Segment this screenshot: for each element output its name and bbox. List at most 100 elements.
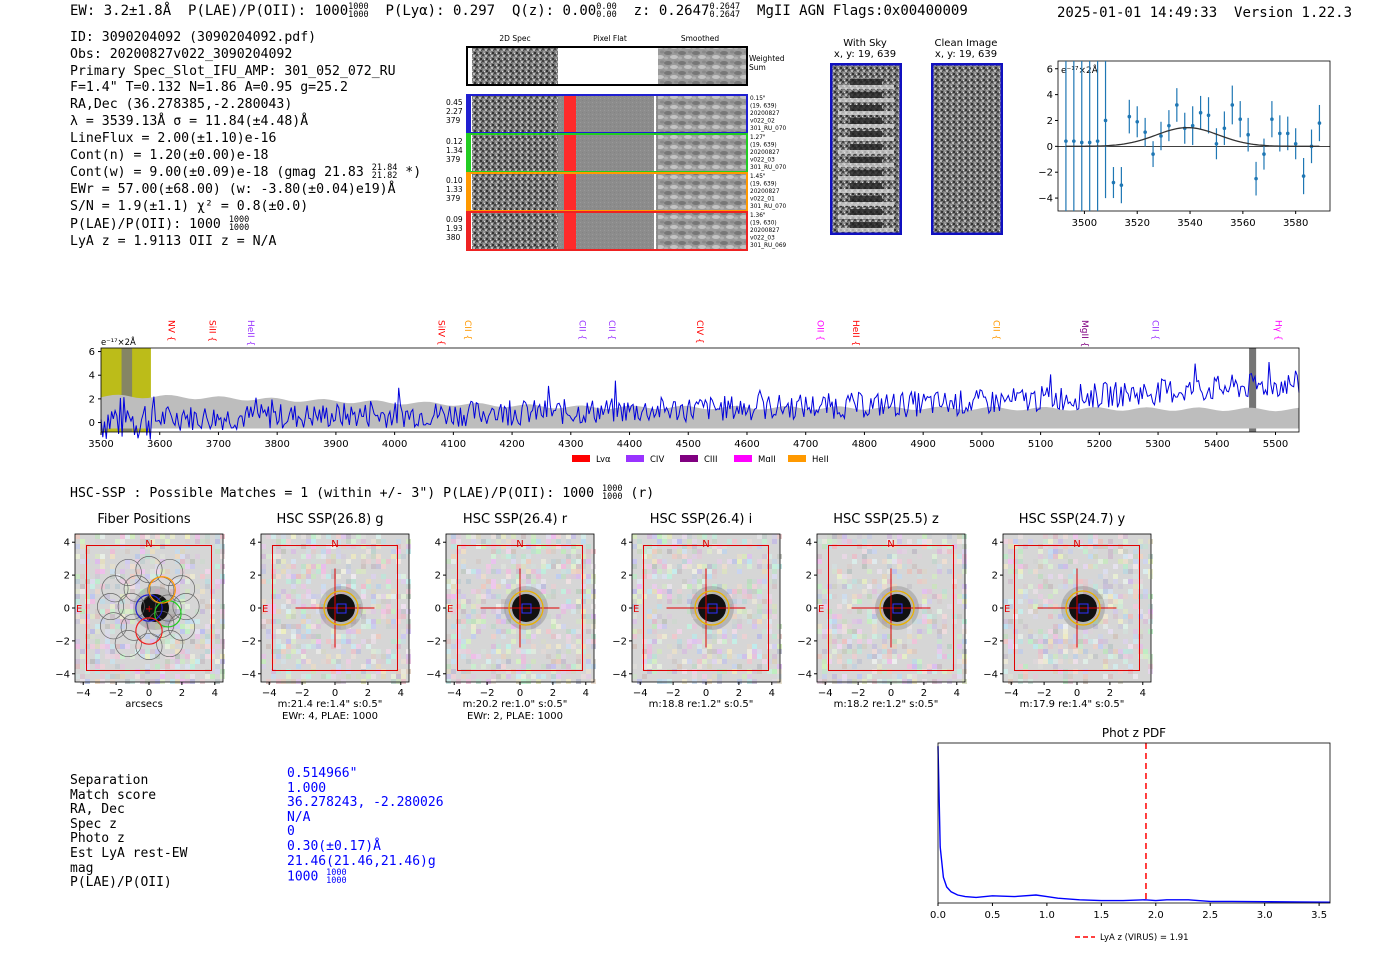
image-pixel — [1063, 579, 1068, 584]
image-pixel — [376, 619, 381, 624]
cutout-row-right-label: 1.36" — [750, 213, 766, 219]
imaging-panel-title: HSC SSP(26.4) i — [649, 512, 753, 527]
image-pixel — [1038, 664, 1043, 669]
image-pixel — [446, 564, 451, 569]
image-pixel — [125, 534, 130, 539]
info-ewr: EWr = 57.00(±68.00) (w: -3.80(±0.04)e19)… — [70, 182, 396, 198]
image-pixel — [105, 584, 110, 589]
image-pixel — [316, 534, 321, 539]
catalog-ellipse — [694, 590, 730, 626]
spectrum-ylabel: e⁻¹⁷×2Å — [101, 336, 136, 348]
image-pixel — [1068, 659, 1073, 664]
image-pixel — [331, 674, 336, 679]
image-pixel — [100, 619, 105, 624]
image-pixel — [401, 544, 406, 549]
image-pixel — [521, 574, 526, 579]
match-label: P(LAE)/P(OII) — [70, 875, 172, 891]
image-pixel — [697, 659, 702, 664]
image-pixel — [827, 594, 832, 599]
image-pixel — [75, 619, 80, 624]
image-pixel — [215, 634, 220, 639]
compass-n: N — [887, 539, 894, 550]
image-x-tick-label: 4 — [212, 688, 218, 699]
image-pixel — [451, 644, 456, 649]
image-pixel — [1088, 654, 1093, 659]
image-pixel — [732, 624, 737, 629]
image-pixel — [727, 594, 732, 599]
image-pixel — [1138, 584, 1143, 589]
image-pixel — [887, 534, 892, 539]
image-pixel — [1138, 614, 1143, 619]
image-pixel — [722, 564, 727, 569]
image-pixel — [506, 614, 511, 619]
image-pixel — [165, 619, 170, 624]
image-pixel — [215, 664, 220, 669]
image-pixel — [1138, 554, 1143, 559]
spectrum-x-tick-label: 5500 — [1263, 439, 1288, 450]
image-pixel — [195, 659, 200, 664]
image-pixel — [1138, 609, 1143, 614]
image-pixel — [491, 664, 496, 669]
image-pixel — [556, 624, 561, 629]
image-pixel — [632, 614, 637, 619]
image-pixel — [737, 564, 742, 569]
image-pixel — [712, 564, 717, 569]
image-pixel — [867, 639, 872, 644]
image-pixel — [376, 604, 381, 609]
image-pixel — [742, 539, 747, 544]
image-pixel — [100, 599, 105, 604]
image-pixel — [1123, 549, 1128, 554]
spectrum-legend-swatch — [788, 455, 806, 462]
image-pixel — [561, 624, 566, 629]
image-pixel — [1128, 569, 1133, 574]
image-pixel — [1088, 544, 1093, 549]
image-pixel — [1063, 564, 1068, 569]
line-marker-label: HeII { — [850, 320, 860, 346]
image-pixel — [586, 594, 591, 599]
image-pixel — [386, 619, 391, 624]
image-pixel — [632, 634, 637, 639]
image-pixel — [346, 569, 351, 574]
image-pixel — [461, 644, 466, 649]
image-pixel — [481, 574, 486, 579]
image-pixel — [356, 614, 361, 619]
image-pixel — [962, 559, 967, 564]
line-marker-label: SiIV { — [436, 320, 446, 346]
image-pixel — [215, 679, 220, 684]
image-pixel — [531, 549, 536, 554]
image-pixel — [912, 564, 917, 569]
image-pixel — [727, 559, 732, 564]
zoom-data-point — [1254, 176, 1258, 181]
image-pixel — [957, 654, 962, 659]
image-pixel — [190, 564, 195, 569]
image-pixel — [662, 584, 667, 589]
image-pixel — [732, 629, 737, 634]
image-pixel — [546, 644, 551, 649]
spectrum-x-tick-label: 5300 — [1145, 439, 1170, 450]
image-pixel — [672, 539, 677, 544]
image-pixel — [1053, 544, 1058, 549]
image-pixel — [371, 674, 376, 679]
match-value: 21.46(21.46,21.46)g — [287, 853, 436, 869]
image-pixel — [1043, 639, 1048, 644]
image-pixel — [872, 659, 877, 664]
image-pixel — [957, 644, 962, 649]
image-pixel — [1128, 644, 1133, 649]
image-pixel — [391, 619, 396, 624]
image-pixel — [947, 549, 952, 554]
image-pixel — [336, 624, 341, 629]
info-primary: Primary Spec_Slot_IFU_AMP: 301_052_072_R… — [70, 63, 396, 79]
image-y-tick-label: 4 — [250, 538, 256, 549]
image-pixel — [1098, 634, 1103, 639]
image-pixel — [165, 569, 170, 574]
image-pixel — [296, 624, 301, 629]
image-pixel — [456, 604, 461, 609]
image-pixel — [351, 544, 356, 549]
image-pixel — [130, 534, 135, 539]
image-pixel — [1058, 644, 1063, 649]
match-value: 0.30(±0.17)Å — [287, 838, 381, 854]
image-pixel — [75, 594, 80, 599]
image-pixel — [376, 594, 381, 599]
line-marker-label: CII { — [462, 320, 472, 340]
image-pixel — [662, 619, 667, 624]
